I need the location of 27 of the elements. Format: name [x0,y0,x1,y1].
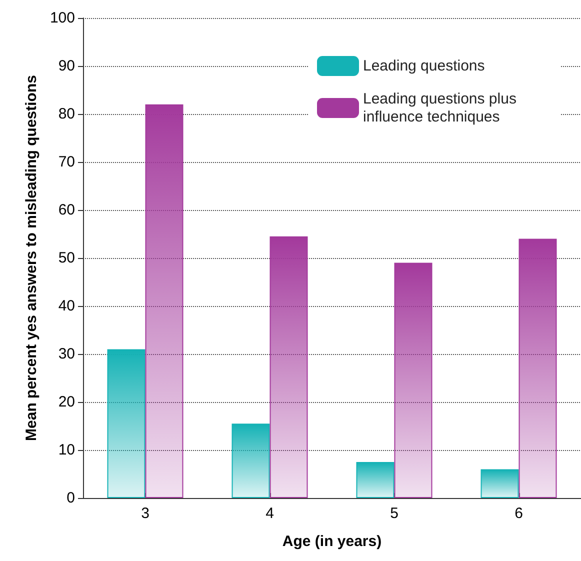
bar [232,424,270,498]
y-tick-label: 100 [50,10,75,26]
x-axis-title: Age (in years) [282,533,382,550]
x-tick-label: 3 [141,505,150,522]
bar [394,262,432,498]
y-tick-label: 50 [58,250,75,266]
y-tick-label: 60 [58,202,75,218]
y-tick-label: 80 [58,106,75,122]
bar [356,462,394,498]
y-axis-title: Mean percent yes answers to misleading questions [23,75,40,441]
y-tick-label: 90 [58,58,75,74]
legend-label: Leading questions [363,58,485,74]
y-tick-label: 20 [58,394,75,410]
x-tick-label: 4 [266,505,274,522]
bar [518,238,557,498]
y-tick-label: 10 [58,442,75,458]
bar [107,349,146,498]
bar [480,469,519,498]
y-tick-label: 40 [58,298,75,314]
y-tick-label: 30 [58,346,75,362]
y-tick-label: 70 [58,154,75,170]
legend-label: Leading questions plus influence techniques [363,90,521,126]
bar [145,104,184,498]
y-tick-label: 0 [66,490,75,506]
x-tick-label: 6 [514,505,523,522]
bar [270,236,308,498]
x-tick-label: 5 [390,505,398,522]
